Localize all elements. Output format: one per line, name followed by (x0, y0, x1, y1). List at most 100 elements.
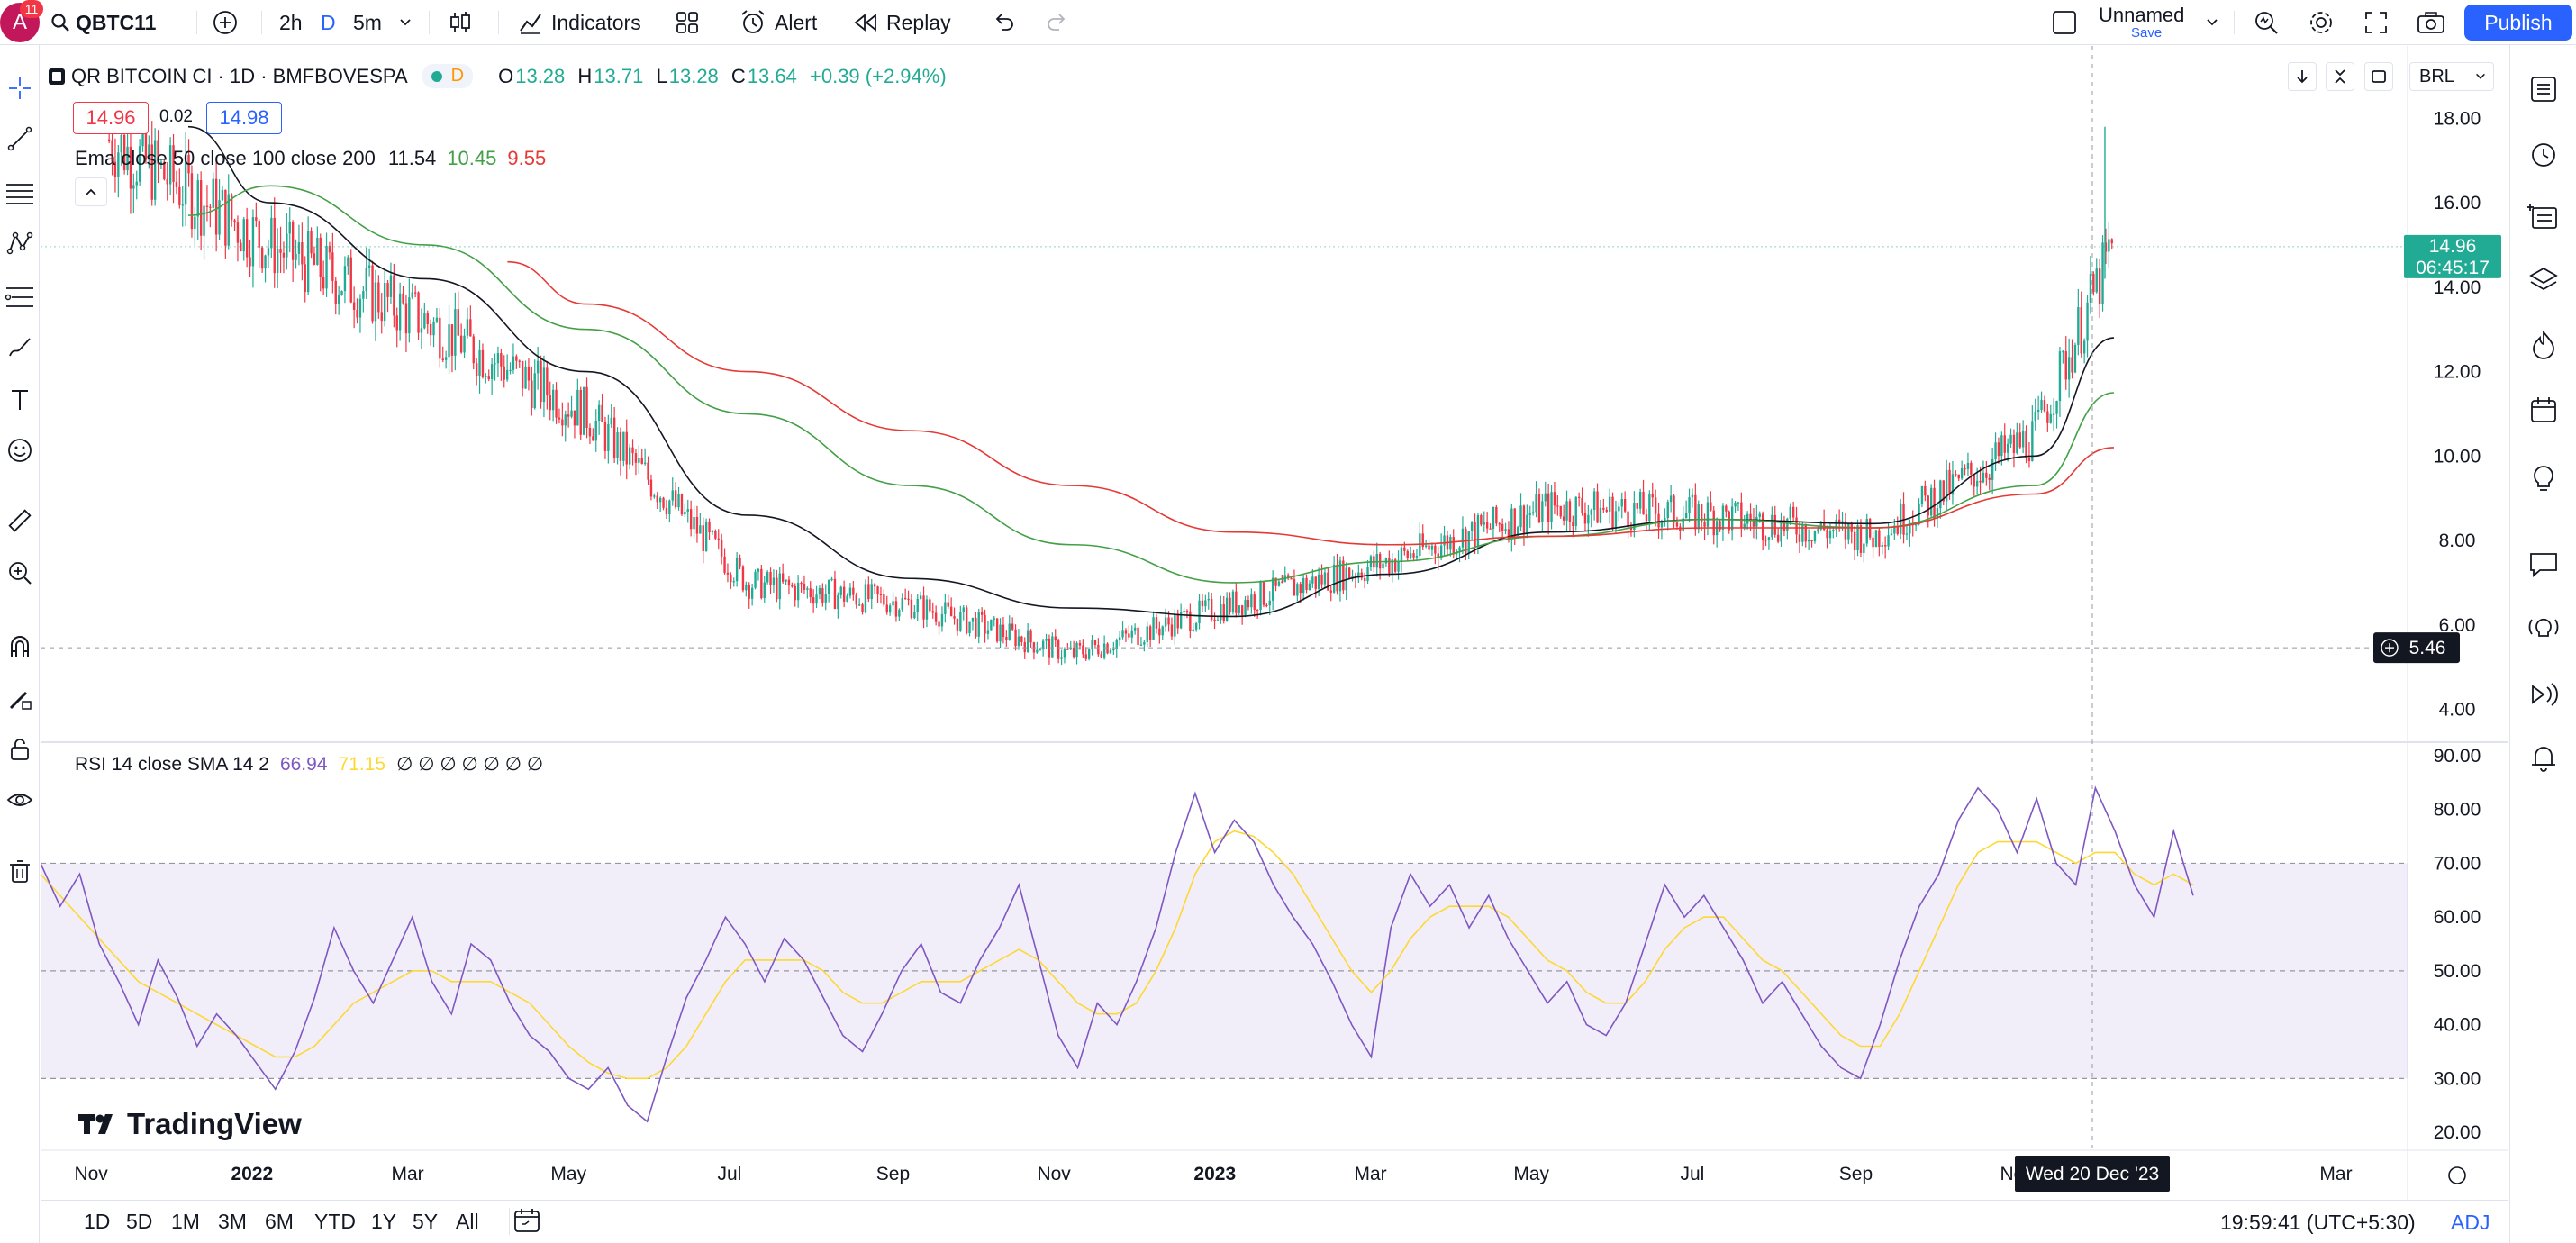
templates-button[interactable] (674, 0, 701, 45)
candle-body (2086, 302, 2089, 341)
indicators-button[interactable]: Indicators (517, 0, 641, 45)
currency-select[interactable]: BRL (2409, 62, 2494, 91)
chart-type-button[interactable] (447, 0, 474, 45)
zoom-in-tool[interactable] (4, 557, 36, 589)
candle-body (640, 458, 643, 464)
settings-button[interactable] (2307, 0, 2336, 45)
range-3m[interactable]: 3M (218, 1210, 247, 1233)
watchlist-button[interactable] (2525, 70, 2562, 108)
fib-tool[interactable] (4, 281, 36, 313)
undo-button[interactable] (991, 0, 1016, 45)
move-pane-down-button[interactable] (2288, 62, 2317, 91)
hotlists-button[interactable] (2525, 326, 2562, 364)
collapse-legend-button[interactable] (75, 177, 107, 206)
ruler-tool[interactable] (4, 504, 36, 537)
streams-button[interactable] (2525, 609, 2562, 647)
hide-drawings-tool[interactable] (4, 784, 36, 816)
clock-timezone[interactable]: 19:59:41 (UTC+5:30) (2220, 1211, 2416, 1234)
interval-d[interactable]: D (321, 10, 336, 34)
candle-body (1382, 563, 1384, 569)
chart-area[interactable]: 18.00 16.00 14.00 12.00 10.00 8.00 6.00 4.00 90.… (41, 46, 2508, 1200)
candle-body (576, 389, 579, 426)
remove-drawings-tool[interactable] (4, 856, 36, 888)
candle-body (1988, 477, 1991, 480)
chart-canvas[interactable]: 18.00 16.00 14.00 12.00 10.00 8.00 6.00 4.00 90.… (41, 46, 2508, 1200)
lock-tool[interactable] (4, 733, 36, 766)
candle-body (1933, 487, 1936, 519)
candle-body (172, 145, 175, 182)
chats-button[interactable] (2525, 546, 2562, 584)
buy-price-button[interactable]: 14.98 (206, 102, 282, 134)
publish-button[interactable]: Publish (2464, 5, 2572, 41)
magnet-tool[interactable] (4, 631, 36, 663)
interval-2h[interactable]: 2h (279, 10, 303, 34)
collapse-pane-button[interactable] (2326, 62, 2354, 91)
range-5d[interactable]: 5D (126, 1210, 153, 1233)
redo-button[interactable] (1045, 0, 1070, 45)
emoji-tool[interactable] (4, 434, 36, 467)
trend-line-tool[interactable] (4, 122, 36, 155)
candle-body (2036, 409, 2040, 412)
layout-dropdown[interactable] (2205, 0, 2219, 45)
range-ytd[interactable]: YTD (314, 1210, 356, 1233)
candle-body (1299, 584, 1302, 594)
range-5y[interactable]: 5Y (413, 1210, 439, 1233)
crosshair-tool[interactable] (4, 72, 36, 104)
candle-body (959, 612, 962, 631)
range-all[interactable]: All (456, 1210, 479, 1233)
bottom-toolbar: 1D 5D 1M 3M 6M YTD 1Y 5Y All 19:59:41 (U… (41, 1200, 2508, 1243)
maximize-pane-button[interactable] (2364, 62, 2393, 91)
brush-tool[interactable] (4, 331, 36, 364)
compare-button[interactable] (212, 0, 239, 45)
candle-body (708, 522, 711, 532)
save-label[interactable]: Save (2131, 25, 2163, 41)
candle-body (704, 522, 708, 551)
candle-body (1887, 535, 1890, 547)
candle-body (925, 599, 929, 620)
candle-body (1314, 576, 1317, 589)
layout-name[interactable]: Unnamed (2099, 4, 2185, 26)
replay-panel-button[interactable] (2525, 676, 2562, 713)
alert-button[interactable]: Alert (739, 0, 817, 45)
ideas-button[interactable] (2525, 459, 2562, 497)
main-legend: QR BITCOIN CI · 1D · BMFBOVESPA D O13.28… (48, 64, 947, 88)
text-tool[interactable] (4, 384, 36, 416)
interval-5m[interactable]: 5m (353, 10, 382, 34)
candle-body (107, 139, 111, 141)
rsi-legend[interactable]: RSI 14 close SMA 14 2 66.94 71.15 ∅ ∅ ∅ … (75, 753, 543, 776)
alerts-button[interactable] (2525, 135, 2562, 173)
pattern-tool[interactable] (4, 227, 36, 259)
symbol-title[interactable]: QR BITCOIN CI · 1D · BMFBOVESPA (71, 64, 408, 87)
logo-text: TradingView (127, 1107, 302, 1140)
candle-body (349, 257, 352, 303)
candle-body (316, 237, 319, 265)
candle-body (1296, 584, 1299, 596)
candle-body (1360, 572, 1363, 578)
replay-button[interactable]: Replay (852, 0, 951, 45)
snapshot-button[interactable] (2416, 0, 2446, 45)
ema-legend[interactable]: Ema close 50 close 100 close 200 11.54 1… (75, 147, 546, 170)
interval-dropdown[interactable] (398, 0, 413, 45)
range-1m[interactable]: 1M (171, 1210, 200, 1233)
calendar-button[interactable] (2525, 391, 2562, 429)
stay-in-drawing-tool[interactable] (4, 683, 36, 715)
candle-body (1128, 633, 1130, 638)
range-1y[interactable]: 1Y (371, 1210, 397, 1233)
symbol-search[interactable]: QBTC11 (50, 0, 156, 45)
candle-body (1329, 590, 1332, 593)
range-6m[interactable]: 6M (265, 1210, 294, 1233)
fullscreen-button[interactable] (2363, 0, 2390, 45)
candle-body (1859, 525, 1863, 553)
layers-button[interactable] (2525, 261, 2562, 299)
tradingview-logo[interactable]: TradingView (78, 1107, 302, 1141)
adjust-toggle[interactable]: ADJ (2451, 1211, 2490, 1234)
range-1d[interactable]: 1D (84, 1210, 111, 1233)
object-tree-button[interactable] (2525, 198, 2562, 236)
notifications-button[interactable] (2525, 739, 2562, 776)
goto-date-button[interactable] (512, 1206, 543, 1240)
quick-search-button[interactable] (2252, 0, 2281, 45)
horizontal-lines-tool[interactable] (4, 177, 36, 209)
sell-price-button[interactable]: 14.96 (73, 102, 149, 134)
layout-checkbox[interactable] (2051, 0, 2078, 45)
market-status-dot[interactable]: D (422, 64, 474, 88)
